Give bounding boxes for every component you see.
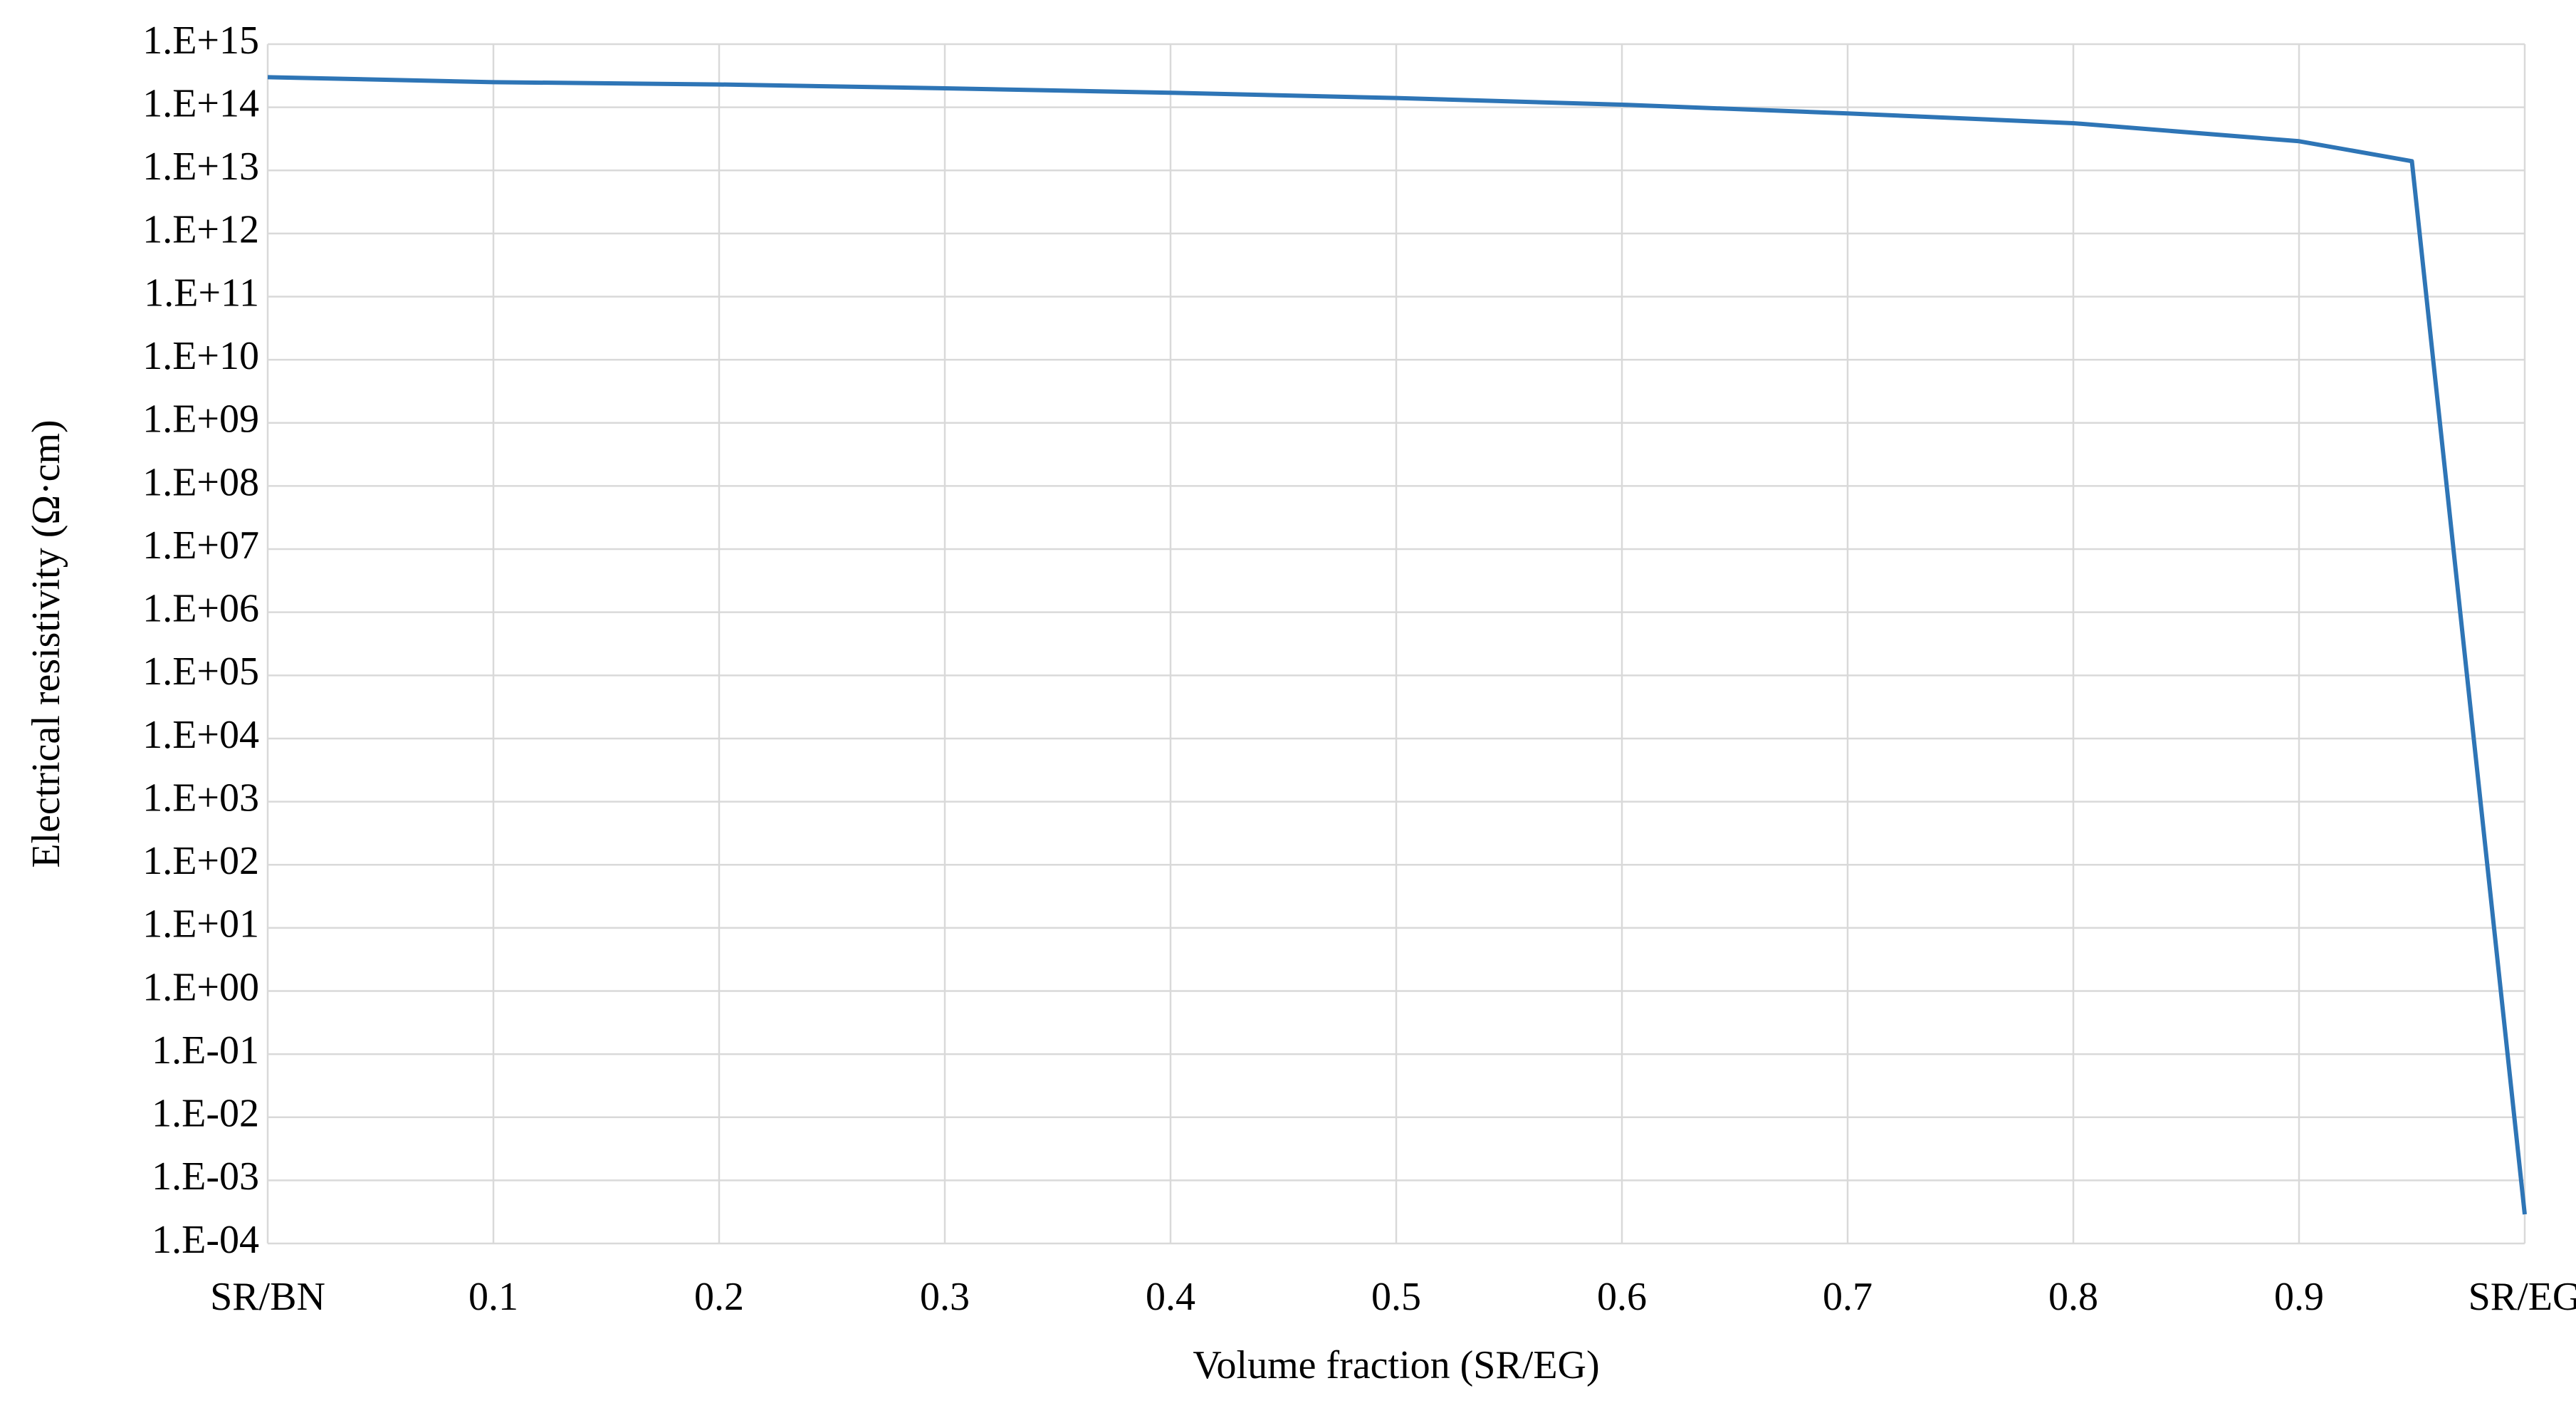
y-tick-label: 1.E-04 (152, 1218, 259, 1262)
y-tick-label: 1.E+11 (144, 271, 259, 315)
y-tick-label: 1.E+02 (142, 839, 259, 883)
x-tick-label: 0.5 (1371, 1275, 1421, 1319)
x-axis-label: Volume fraction (SR/EG) (1193, 1343, 1599, 1387)
y-tick-label: 1.E+07 (142, 523, 259, 568)
data-line (267, 75, 2527, 1215)
y-tick-label: 1.E+06 (142, 587, 259, 631)
y-tick-label: 1.E+14 (142, 81, 259, 125)
y-tick-label: 1.E+00 (142, 965, 259, 1009)
y-tick-label: 1.E+13 (142, 145, 259, 189)
y-tick-label: 1.E-02 (152, 1092, 259, 1136)
y-axis-label: Electrical resistivity (Ω·cm) (24, 419, 68, 867)
y-tick-label: 1.E-01 (152, 1028, 259, 1073)
x-tick-label: 0.2 (694, 1275, 744, 1319)
y-tick-label: 1.E+10 (142, 334, 259, 378)
x-tick-label: 0.4 (1146, 1275, 1195, 1319)
y-tick-label: 1.E+12 (142, 208, 259, 252)
y-tick-label: 1.E+08 (142, 460, 259, 504)
x-tick-label: SR/EG (2468, 1275, 2576, 1319)
x-tick-label: 0.1 (468, 1275, 518, 1319)
y-tick-label: 1.E+09 (142, 397, 259, 442)
y-tick-label: 1.E+03 (142, 776, 259, 820)
y-tick-label: 1.E+04 (142, 713, 259, 757)
x-tick-label: SR/BN (210, 1275, 325, 1319)
y-tick-label: 1.E-03 (152, 1154, 259, 1199)
x-tick-label: 0.8 (2048, 1275, 2098, 1319)
y-tick-label: 1.E+05 (142, 650, 259, 694)
x-tick-label: 0.3 (920, 1275, 970, 1319)
x-tick-label: 0.6 (1597, 1275, 1647, 1319)
y-tick-label: 1.E+01 (142, 902, 259, 947)
x-tick-label: 0.9 (2274, 1275, 2324, 1319)
y-tick-label: 1.E+15 (142, 19, 259, 63)
x-tick-label: 0.7 (1823, 1275, 1873, 1319)
